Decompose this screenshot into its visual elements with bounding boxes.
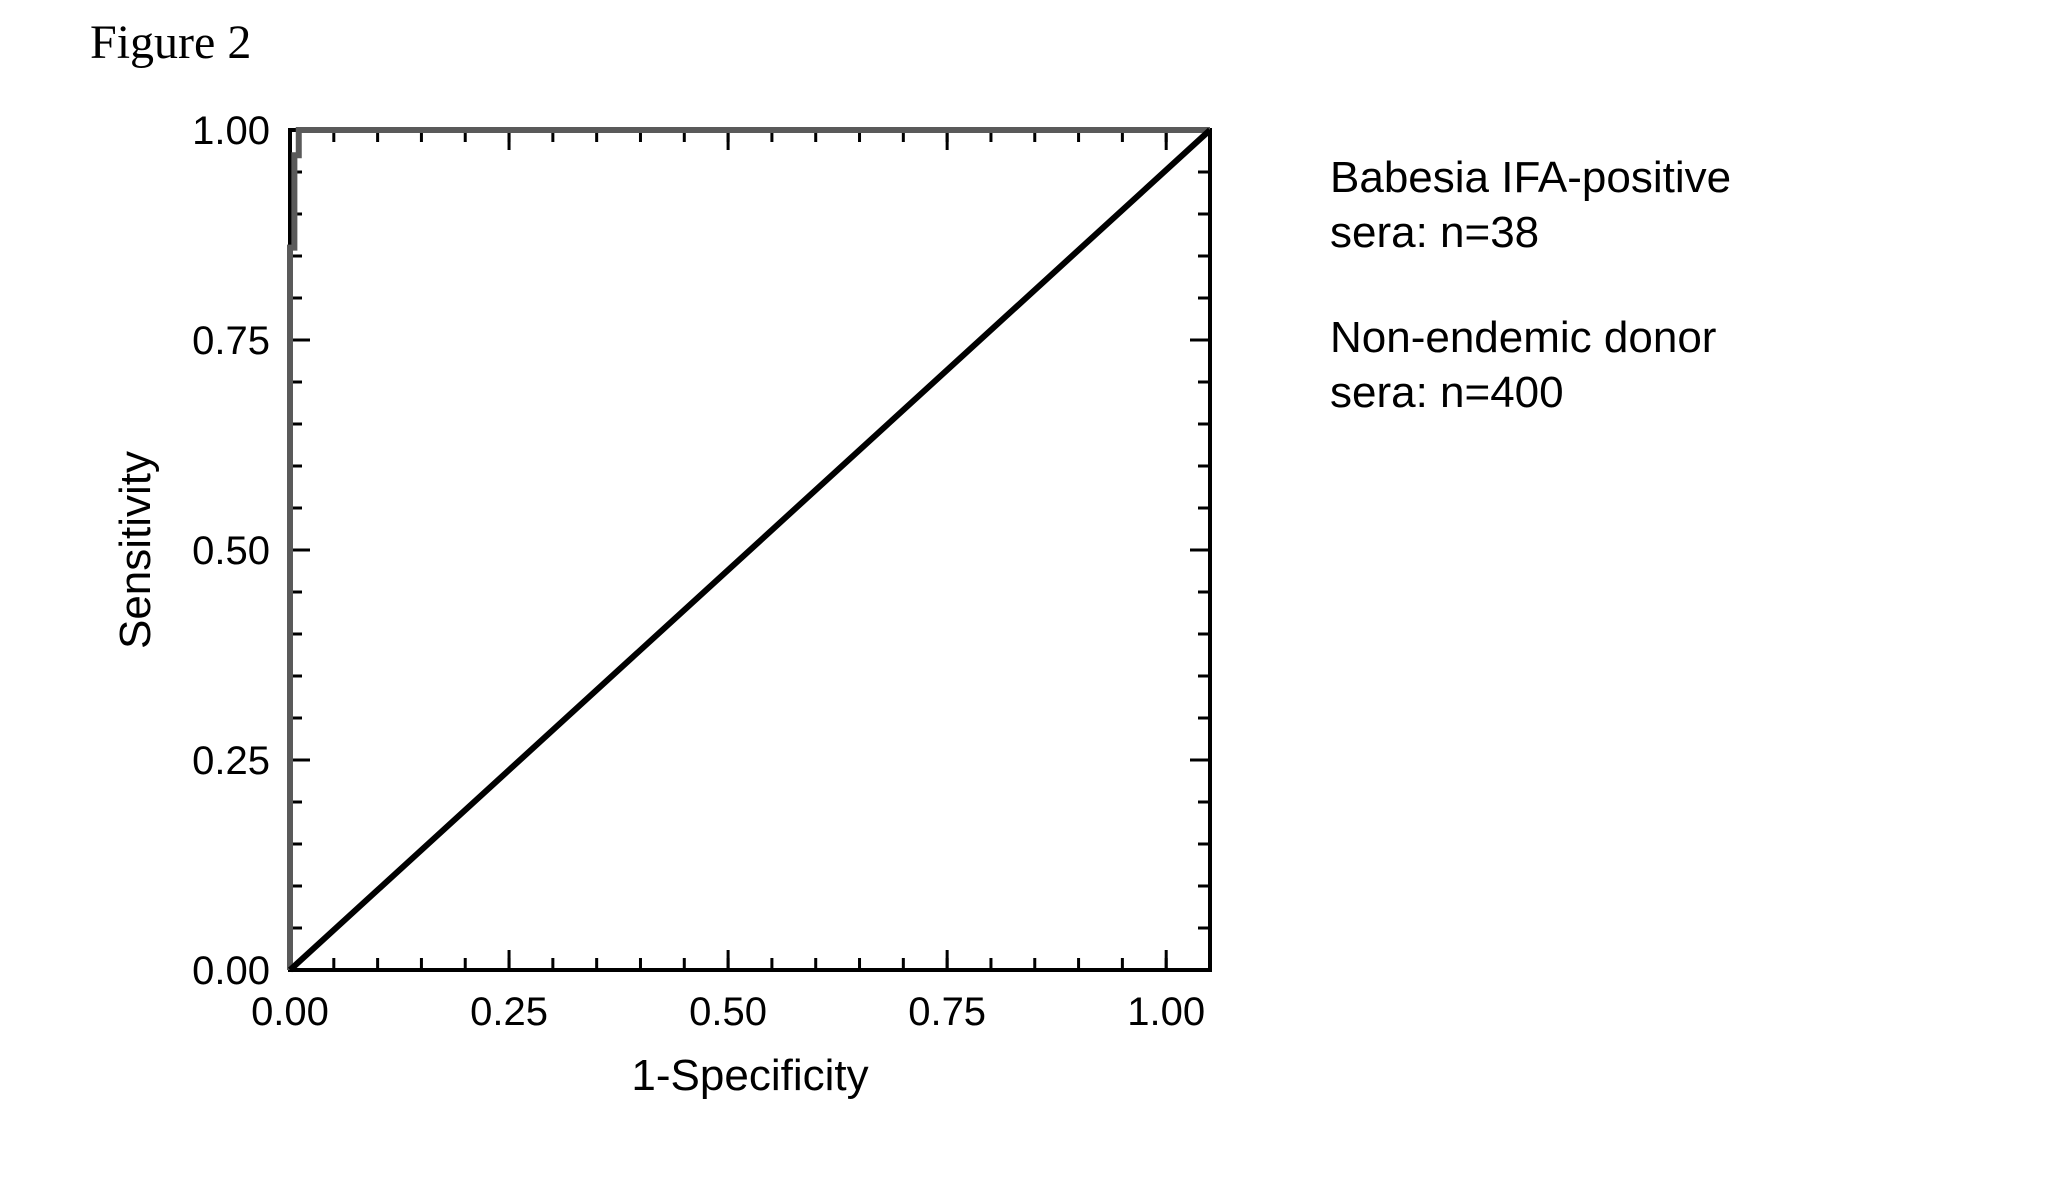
chart-background (90, 80, 1290, 1140)
x-axis-title: 1-Specificity (631, 1051, 868, 1100)
y-tick-label: 0.25 (192, 739, 270, 783)
chart-annotations: Babesia IFA-positive sera: n=38 Non-ende… (1330, 150, 1731, 470)
y-tick-label: 0.00 (192, 949, 270, 993)
x-tick-label: 1.00 (1127, 990, 1205, 1034)
annotation-nonendemic: Non-endemic donor sera: n=400 (1330, 310, 1731, 420)
x-tick-label: 0.00 (251, 990, 329, 1034)
annotation-nonendemic-line1: Non-endemic donor (1330, 310, 1731, 365)
y-tick-label: 1.00 (192, 109, 270, 153)
roc-chart: 0.00 0.25 0.50 0.75 1.00 0.00 0.25 0.50 0.75 1.00… (90, 80, 1290, 1145)
x-tick-label: 0.75 (908, 990, 986, 1034)
y-tick-label: 0.75 (192, 319, 270, 363)
x-tick-label: 0.25 (470, 990, 548, 1034)
annotation-nonendemic-line2: sera: n=400 (1330, 365, 1731, 420)
y-axis-title: Sensitivity (111, 451, 160, 649)
annotation-positive: Babesia IFA-positive sera: n=38 (1330, 150, 1731, 260)
x-tick-label: 0.50 (689, 990, 767, 1034)
y-tick-label: 0.50 (192, 529, 270, 573)
figure-caption: Figure 2 (90, 15, 251, 70)
annotation-positive-line1: Babesia IFA-positive (1330, 150, 1731, 205)
annotation-positive-line2: sera: n=38 (1330, 205, 1731, 260)
